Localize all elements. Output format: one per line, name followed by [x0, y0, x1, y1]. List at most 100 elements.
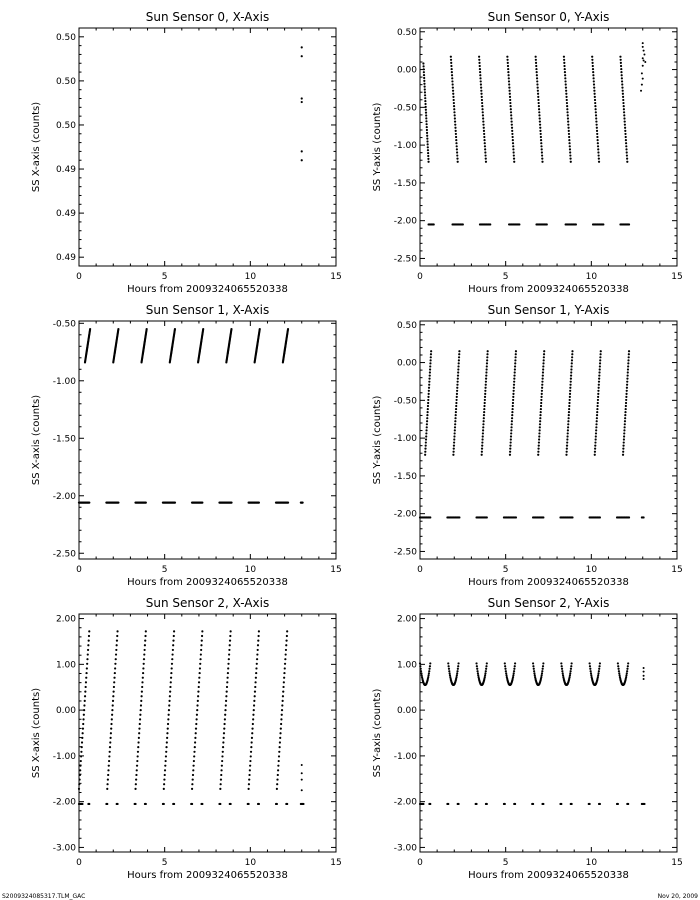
data-point [589, 672, 593, 675]
data-point [509, 101, 512, 105]
baseline-point [173, 501, 177, 504]
data-point [455, 676, 458, 679]
data-point [192, 759, 195, 763]
data-point [248, 778, 251, 781]
data-point [569, 374, 573, 377]
data-point [135, 778, 138, 781]
data-point [193, 746, 196, 749]
data-point [452, 92, 455, 95]
data-point [484, 672, 487, 675]
data-point [510, 426, 513, 429]
y-tick-label: -3.00 [394, 843, 418, 853]
data-point [565, 101, 569, 105]
data-point [565, 89, 568, 92]
data-point [598, 362, 602, 365]
data-point [624, 411, 627, 414]
data-point [108, 750, 111, 753]
y-tick-label: -2.50 [394, 254, 418, 264]
data-point [114, 653, 118, 656]
chart-2: Sun Sensor 1, X-Axis Hours from 200932406… [31, 303, 342, 588]
y-tick-label: -2.00 [394, 798, 418, 808]
data-point [453, 432, 456, 435]
data-point [279, 727, 282, 730]
data-point [591, 58, 594, 61]
data-point [595, 420, 598, 423]
data-point [113, 676, 116, 679]
baseline-point [144, 501, 147, 504]
data-point [542, 359, 545, 362]
data-point [597, 389, 600, 392]
data-point [452, 101, 455, 105]
y-tick-label: 0.00 [56, 706, 76, 716]
baseline-point [485, 802, 488, 806]
data-point [143, 648, 146, 652]
data-series [422, 42, 647, 226]
data-point [424, 105, 427, 108]
data-point [541, 377, 544, 380]
data-point [456, 374, 460, 377]
outlier-point [641, 42, 644, 45]
data-point [620, 80, 624, 83]
outlier-point [642, 59, 645, 62]
data-point [424, 102, 427, 106]
data-point [620, 74, 623, 77]
data-point [513, 380, 516, 383]
data-point [454, 417, 457, 420]
data-point [511, 135, 514, 139]
y-tick-label: 0.49 [56, 165, 76, 175]
data-point [200, 648, 203, 652]
data-point [282, 681, 285, 684]
data-point [513, 377, 516, 380]
data-point [284, 653, 287, 656]
data-point [110, 722, 113, 726]
data-point [591, 64, 594, 68]
data-point [424, 444, 427, 447]
data-point [277, 769, 280, 772]
data-point [568, 148, 572, 151]
data-point [424, 99, 427, 103]
data-point [541, 667, 544, 670]
data-point [625, 154, 629, 157]
data-point [594, 435, 597, 438]
data-point [513, 667, 516, 670]
data-point [457, 368, 460, 371]
data-point [597, 380, 601, 383]
data-point [78, 778, 81, 781]
data-point [486, 353, 489, 356]
data-point [457, 665, 460, 668]
data-point [513, 665, 516, 668]
data-point [168, 704, 171, 707]
data-point [107, 773, 110, 777]
data-point [422, 71, 425, 74]
data-point [423, 88, 426, 91]
data-point [560, 665, 563, 668]
data-point [253, 699, 256, 702]
outlier-point [300, 778, 303, 781]
data-point [567, 423, 570, 426]
data-point [593, 86, 596, 89]
baseline-point [429, 516, 432, 519]
data-point [78, 783, 81, 786]
data-point [594, 101, 597, 105]
data-point [618, 674, 621, 677]
data-point [624, 404, 627, 408]
data-point [595, 126, 598, 129]
data-point [570, 371, 573, 374]
baseline-point [598, 516, 602, 519]
data-point [424, 108, 427, 111]
data-point [166, 722, 170, 726]
y-tick-label: 0.49 [56, 253, 76, 263]
data-point [283, 662, 287, 665]
data-point [512, 148, 515, 151]
data-point [226, 671, 230, 675]
data-point [106, 783, 109, 786]
data-point [483, 676, 486, 679]
data-point [566, 441, 569, 444]
data-point [457, 371, 460, 374]
data-point [454, 135, 458, 139]
data-point [198, 667, 202, 670]
x-tick-label: 10 [586, 272, 598, 282]
data-point [541, 383, 544, 386]
data-point [539, 420, 542, 423]
outlier-point [642, 670, 645, 673]
